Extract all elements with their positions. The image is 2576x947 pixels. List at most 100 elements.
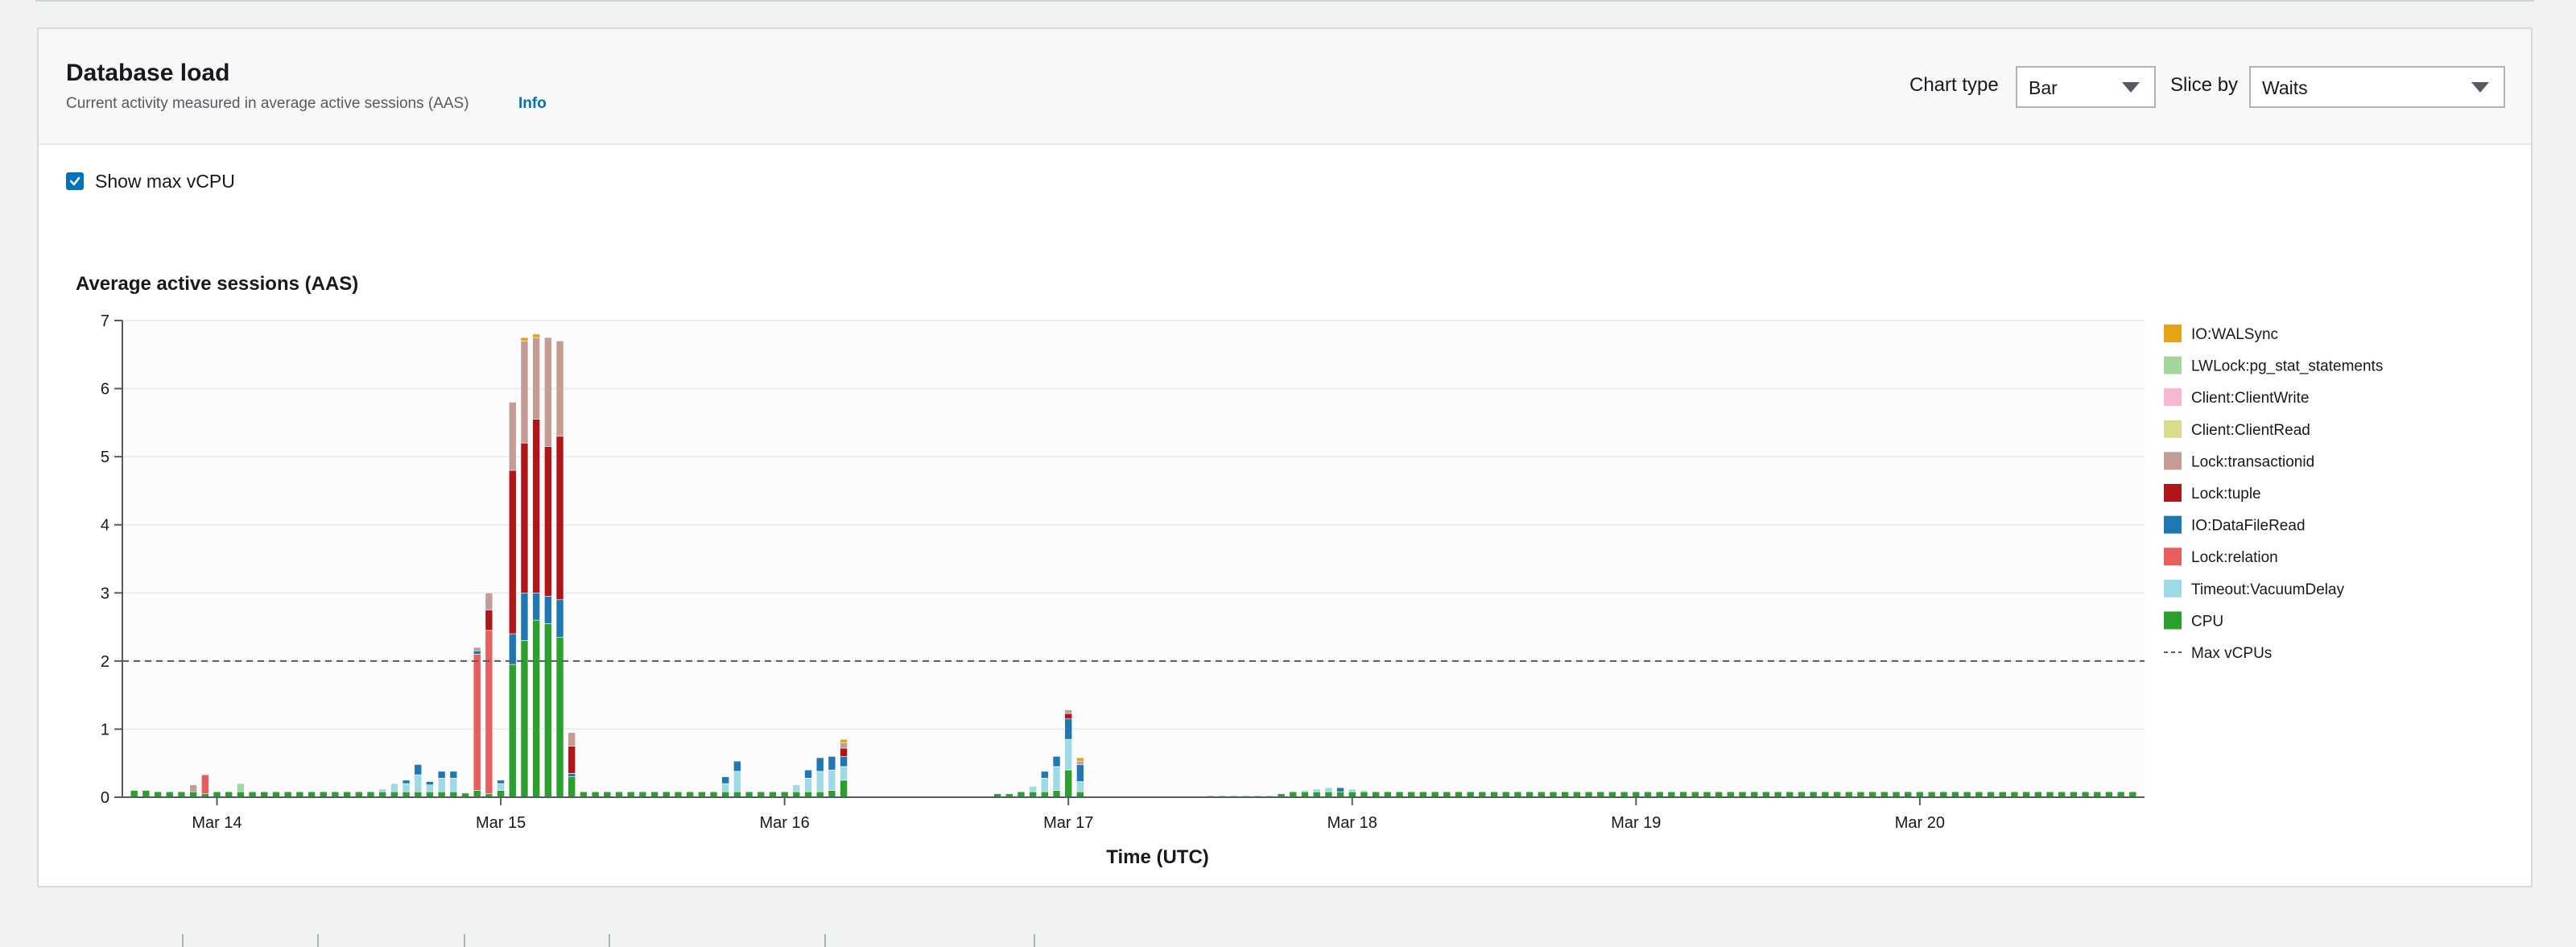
bar-segment [1987, 791, 1995, 798]
bar-segment [1715, 791, 1723, 798]
bar-segment [2010, 791, 2019, 798]
bar-segment [1324, 787, 1333, 792]
bar-segment [815, 771, 824, 792]
slice-by-select[interactable]: Waits [2249, 66, 2505, 108]
bar-segment [485, 592, 493, 610]
bar-segment [662, 791, 671, 798]
bar-segment [1041, 778, 1049, 792]
bar-segment [544, 446, 552, 597]
legend-swatch [2164, 356, 2182, 374]
slice-by-label: Slice by [2170, 74, 2239, 96]
plot-area [122, 320, 2145, 797]
bar-segment [1301, 791, 1309, 798]
bar-segment [568, 773, 576, 777]
bar-segment [390, 783, 398, 792]
bar-segment [1466, 791, 1475, 798]
chart-title: Average active sessions (AAS) [76, 273, 358, 295]
legend-label: CPU [2191, 613, 2223, 630]
bar-segment [1690, 791, 1699, 798]
bar-segment [686, 791, 694, 798]
bar-segment [1052, 766, 1061, 791]
bar-segment [638, 791, 647, 798]
bar-segment [1041, 771, 1049, 779]
bar-segment [733, 791, 741, 798]
caret-down-icon [2122, 82, 2140, 93]
bar-segment [355, 791, 363, 798]
chart-type-label: Chart type [1909, 74, 1999, 96]
bar-segment [1455, 791, 1463, 798]
bar-segment [1620, 791, 1629, 798]
bar-segment [520, 341, 529, 444]
bar-segment [1679, 791, 1687, 798]
bar-segment [437, 778, 446, 792]
bar-segment [402, 780, 411, 784]
bar-segment [721, 783, 729, 792]
legend-swatch [2164, 579, 2182, 598]
x-tick-label: Mar 16 [760, 814, 810, 832]
show-max-vcpu-checkbox[interactable] [66, 172, 84, 190]
bar-segment [745, 791, 753, 798]
bar-segment [1312, 788, 1321, 792]
bar-segment [1064, 713, 1073, 720]
bar-segment [402, 791, 411, 798]
bar-segment [555, 341, 564, 437]
bar-segment [473, 650, 481, 655]
bar-segment [2046, 791, 2054, 798]
bar-segment [709, 791, 718, 798]
bar-segment [1998, 791, 2007, 798]
bar-segment [426, 781, 434, 786]
bar-segment [1384, 791, 1392, 798]
bar-segment [840, 766, 848, 781]
bar-segment [1041, 791, 1049, 798]
bar-segment [1809, 791, 1818, 798]
bar-segment [177, 791, 186, 798]
legend-swatch [2164, 548, 2182, 566]
chart-type-select[interactable]: Bar [2016, 66, 2156, 108]
tab-divider [182, 934, 184, 947]
bar-segment [828, 755, 836, 771]
panel-subtitle: Current activity measured in average act… [66, 95, 469, 112]
legend-swatch [2164, 388, 2182, 407]
bar-segment [378, 788, 386, 792]
bar-segment [520, 640, 529, 798]
bar-segment [1868, 791, 1876, 798]
bar-segment [1443, 791, 1451, 798]
bar-segment [449, 791, 458, 798]
bar-segment [1312, 791, 1321, 798]
bar-segment [1501, 791, 1510, 798]
bar-segment [437, 791, 446, 798]
legend-label: Max vCPUs [2191, 645, 2272, 662]
bar-segment [804, 778, 812, 792]
bar-segment [1880, 791, 1889, 798]
bar-segment [2058, 791, 2066, 798]
bar-segment [1348, 788, 1356, 792]
bar-segment [1052, 790, 1061, 798]
bar-segment [1336, 791, 1344, 798]
bar-segment [555, 436, 564, 601]
panel-header: Database load Current activity measured … [39, 29, 2531, 145]
bar-segment [1798, 791, 1806, 798]
bar-segment [485, 610, 493, 631]
bar-segment [544, 596, 552, 624]
bar-segment [331, 791, 340, 798]
bar-segment [603, 791, 612, 798]
x-tick-label: Mar 15 [476, 814, 526, 832]
bar-segment [1289, 791, 1298, 798]
bar-segment [1017, 791, 1026, 798]
bar-segment [1856, 791, 1865, 798]
legend-label: Client:ClientWrite [2191, 390, 2309, 407]
chart-type-value: Bar [2029, 77, 2058, 98]
slice-by-value: Waits [2262, 77, 2308, 98]
bar-segment [1892, 791, 1901, 798]
bar-segment [1360, 791, 1368, 798]
y-tick-label: 2 [101, 653, 109, 671]
show-max-vcpu-label: Show max vCPU [95, 171, 235, 192]
y-tick-label: 5 [101, 449, 109, 466]
bar-segment [508, 402, 517, 471]
bar-segment [213, 791, 221, 798]
bar-segment [568, 746, 576, 774]
legend-label: IO:DataFileRead [2191, 518, 2306, 535]
info-link[interactable]: Info [518, 95, 547, 112]
bar-segment [840, 738, 848, 743]
bar-segment [154, 791, 162, 798]
